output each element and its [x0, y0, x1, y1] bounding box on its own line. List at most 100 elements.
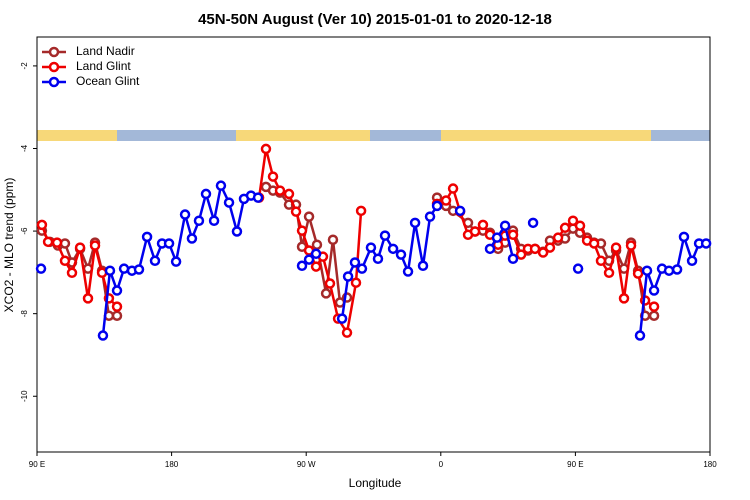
- data-point: [163, 238, 175, 249]
- data-point: [310, 261, 322, 272]
- data-point: [484, 243, 496, 255]
- data-point: [529, 243, 541, 255]
- data-point: [336, 313, 348, 324]
- data-point: [424, 211, 436, 222]
- data-point: [700, 238, 712, 249]
- legend-label: Land Glint: [76, 59, 131, 73]
- data-point: [296, 260, 308, 272]
- data-point: [634, 330, 646, 341]
- data-point: [59, 255, 71, 267]
- legend-marker: [48, 61, 60, 73]
- data-point: [303, 211, 315, 222]
- data-point: [320, 288, 332, 299]
- data-point: [507, 229, 519, 241]
- data-point: [595, 255, 607, 267]
- x-tick-label: 180: [703, 460, 717, 469]
- data-point: [395, 249, 407, 260]
- data-point: [625, 240, 637, 251]
- data-point: [231, 226, 243, 237]
- data-point: [200, 188, 212, 200]
- data-point: [310, 248, 322, 260]
- data-point: [74, 242, 86, 253]
- x-tick-label: 180: [165, 460, 179, 469]
- data-point: [215, 180, 227, 191]
- data-point: [179, 209, 191, 220]
- data-point: [552, 232, 564, 243]
- data-point: [372, 253, 384, 264]
- data-point: [507, 253, 519, 264]
- data-point: [431, 200, 443, 212]
- land-strip: [441, 130, 651, 141]
- data-point: [440, 195, 452, 206]
- data-point: [89, 240, 101, 251]
- data-point: [610, 242, 622, 253]
- data-point: [355, 205, 367, 217]
- data-point: [111, 310, 123, 321]
- data-point: [544, 242, 556, 253]
- data-point: [296, 225, 308, 236]
- y-tick-label: -2: [20, 62, 29, 70]
- data-point: [491, 232, 503, 243]
- data-point: [342, 271, 354, 282]
- data-point: [82, 293, 94, 304]
- data-point: [42, 236, 54, 248]
- y-tick-label: -8: [20, 310, 29, 318]
- data-point: [104, 265, 116, 276]
- data-point: [567, 215, 579, 227]
- data-point: [290, 206, 302, 217]
- data-point: [324, 278, 336, 289]
- data-point: [387, 243, 399, 255]
- data-point: [663, 265, 675, 276]
- chart-title: 45N-50N August (Ver 10) 2015-01-01 to 20…: [198, 11, 552, 28]
- legend-marker: [48, 76, 60, 88]
- data-point: [349, 257, 361, 268]
- data-point: [402, 266, 414, 277]
- data-point: [303, 254, 315, 265]
- data-point: [356, 263, 368, 274]
- y-tick-label: -4: [20, 144, 29, 152]
- data-point: [208, 215, 220, 227]
- x-tick-label: 0: [439, 460, 444, 469]
- y-tick-label: -6: [20, 227, 29, 235]
- data-point: [97, 330, 109, 341]
- data-point: [527, 217, 539, 229]
- x-axis-label: Longitude: [349, 476, 402, 490]
- data-point: [641, 265, 653, 276]
- data-point: [537, 247, 549, 258]
- x-tick-label: 90 W: [297, 460, 316, 469]
- series-line: [101, 181, 707, 336]
- data-point: [311, 239, 323, 250]
- data-point: [193, 215, 205, 227]
- data-point: [35, 263, 47, 274]
- land-strip: [236, 130, 370, 141]
- data-point: [618, 293, 630, 304]
- data-point: [648, 301, 660, 312]
- data-point: [341, 327, 353, 338]
- data-point: [260, 143, 272, 155]
- data-point: [648, 285, 660, 296]
- data-point: [170, 256, 182, 267]
- data-point: [267, 171, 279, 182]
- land-ocean-strip: [37, 130, 710, 141]
- data-point: [274, 185, 286, 196]
- data-point: [111, 285, 123, 296]
- legend-label: Ocean Glint: [76, 74, 140, 88]
- data-point: [111, 301, 123, 312]
- x-tick-label: 90 E: [29, 460, 45, 469]
- x-tick-label: 90 E: [567, 460, 583, 469]
- data-point: [252, 192, 264, 203]
- data-point: [51, 237, 63, 248]
- legend-marker: [48, 46, 60, 58]
- data-point: [559, 222, 571, 234]
- data-point: [379, 230, 391, 241]
- data-point: [572, 263, 584, 274]
- data-point: [686, 255, 698, 267]
- data-point: [671, 264, 683, 275]
- data-point: [66, 267, 78, 279]
- data-point: [36, 219, 48, 231]
- data-point: [574, 220, 586, 231]
- y-axis-label: XCO2 - MLO trend (ppm): [2, 178, 16, 313]
- data-point: [499, 220, 511, 231]
- data-point: [477, 219, 489, 231]
